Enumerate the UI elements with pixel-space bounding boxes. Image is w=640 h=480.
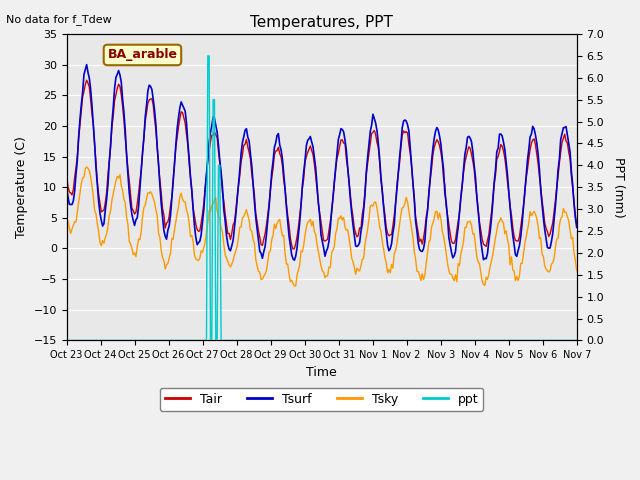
Y-axis label: Temperature (C): Temperature (C)	[15, 136, 28, 238]
Text: No data for f_Tdew: No data for f_Tdew	[6, 14, 112, 25]
Title: Temperatures, PPT: Temperatures, PPT	[250, 15, 393, 30]
Y-axis label: PPT (mm): PPT (mm)	[612, 157, 625, 217]
X-axis label: Time: Time	[307, 366, 337, 379]
Text: BA_arable: BA_arable	[108, 48, 177, 61]
Legend: Tair, Tsurf, Tsky, ppt: Tair, Tsurf, Tsky, ppt	[160, 388, 483, 411]
